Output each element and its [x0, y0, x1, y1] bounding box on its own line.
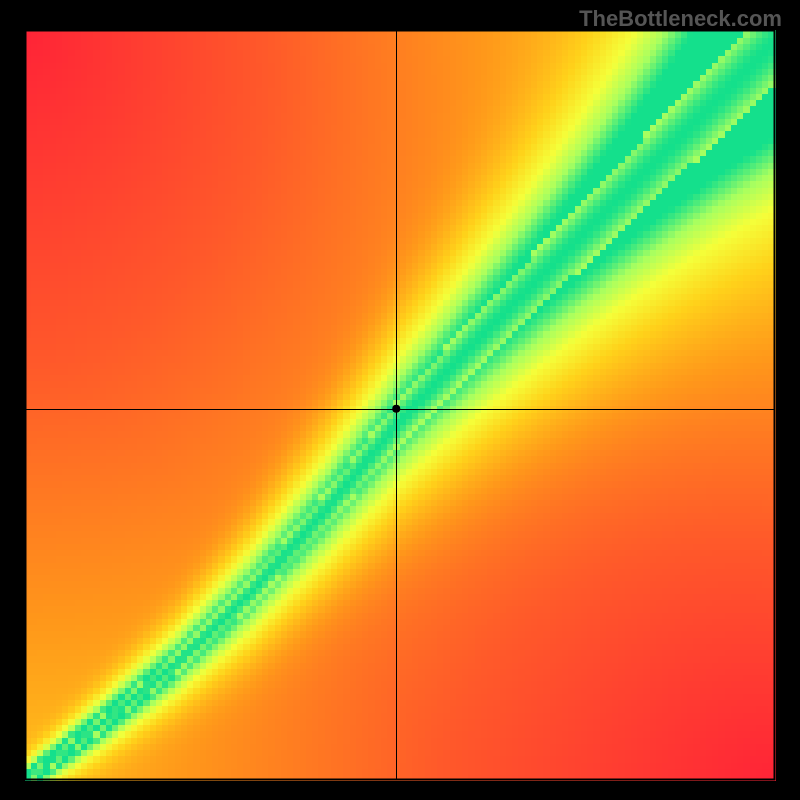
watermark-text: TheBottleneck.com: [579, 6, 782, 32]
bottleneck-heatmap: [0, 0, 800, 800]
